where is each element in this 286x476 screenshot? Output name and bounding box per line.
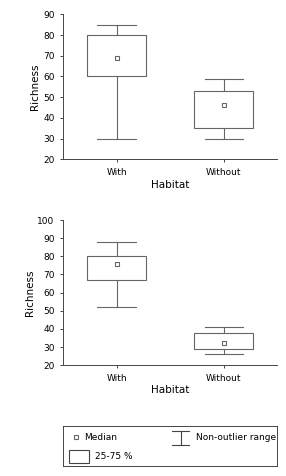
Y-axis label: Richness: Richness (30, 64, 40, 110)
Y-axis label: Richness: Richness (25, 269, 35, 316)
X-axis label: Habitat: Habitat (151, 385, 189, 395)
Text: 25-75 %: 25-75 % (95, 452, 133, 461)
Bar (87, 35, 146, 77)
Text: Median: Median (84, 433, 117, 442)
Bar (87, 257, 146, 280)
Bar (194, 333, 253, 349)
X-axis label: Habitat: Habitat (151, 179, 189, 189)
Bar (69, 450, 89, 463)
Bar (194, 91, 253, 129)
Text: Non-outlier range: Non-outlier range (196, 433, 276, 442)
